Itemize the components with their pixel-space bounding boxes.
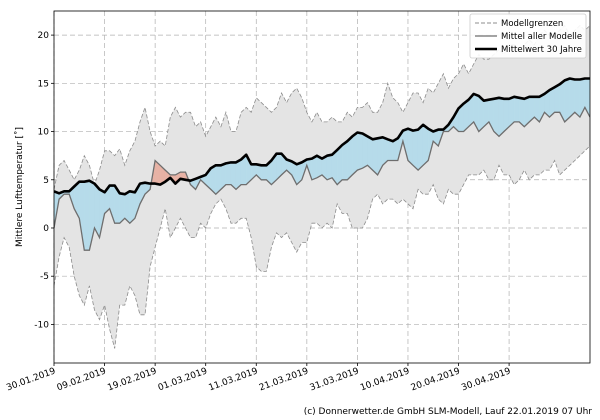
anomaly-cold-area bbox=[498, 97, 505, 137]
x-tick-label: 09.02.2019 bbox=[56, 366, 108, 393]
anomaly-cold-area bbox=[225, 162, 232, 185]
anomaly-cold-area bbox=[422, 124, 429, 166]
x-tick-label: 01.03.2019 bbox=[157, 366, 209, 393]
anomaly-cold-area bbox=[352, 132, 358, 176]
anomaly-cold-area bbox=[417, 124, 424, 171]
x-tick-label: 10.04.2019 bbox=[359, 366, 411, 393]
anomaly-cold-area bbox=[387, 139, 393, 161]
legend-label: Modellgrenzen bbox=[501, 19, 563, 29]
y-tick-label: -5 bbox=[40, 272, 49, 282]
anomaly-cold-area bbox=[367, 136, 373, 171]
y-tick-label: 10 bbox=[38, 128, 50, 138]
ensemble-mean-line bbox=[54, 105, 590, 251]
anomaly-cold-area bbox=[84, 180, 90, 251]
x-tick-label: 20.04.2019 bbox=[410, 366, 462, 393]
anomaly-cold-area bbox=[372, 138, 378, 176]
anomaly-cold-area bbox=[554, 84, 560, 113]
anomaly-cold-area bbox=[493, 97, 500, 137]
copyright-notice: (c) Donnerwetter.de GmbH SLM-Modell, Lau… bbox=[303, 407, 592, 417]
model-range-lower-line bbox=[54, 145, 590, 349]
y-tick-label: 5 bbox=[43, 176, 49, 186]
anomaly-cold-area bbox=[564, 78, 570, 123]
legend-label: Mittelwert 30 Jahre bbox=[501, 45, 582, 55]
y-tick-label: 15 bbox=[38, 79, 49, 89]
model-range-band bbox=[54, 25, 590, 349]
climate-mean-line bbox=[54, 77, 590, 196]
x-tick-label: 21.03.2019 bbox=[258, 366, 310, 393]
anomaly-cold-area bbox=[574, 79, 581, 118]
anomaly-cold-area bbox=[407, 128, 414, 166]
anomaly-cold-area bbox=[342, 140, 348, 180]
legend-label: Mittel aller Modelle bbox=[501, 32, 582, 42]
legend: Modellgrenzen Mittel aller Modelle Mittelw… bbox=[469, 13, 587, 59]
x-tick-label: 11.03.2019 bbox=[207, 366, 259, 393]
plot-frame bbox=[53, 10, 591, 364]
anomaly-cold-area bbox=[326, 154, 333, 181]
anomaly-cold-area bbox=[362, 133, 368, 169]
legend-box bbox=[469, 13, 587, 59]
anomaly-cold-area bbox=[569, 78, 575, 118]
y-tick-label: -10 bbox=[34, 320, 49, 330]
x-tick-label: 30.04.2019 bbox=[460, 366, 512, 393]
y-tick-label: 20 bbox=[38, 31, 50, 41]
anomaly-cold-area bbox=[261, 165, 267, 180]
x-tick-label: 31.03.2019 bbox=[309, 366, 361, 393]
anomaly-cold-area bbox=[357, 132, 363, 171]
x-tick-label: 19.02.2019 bbox=[106, 366, 158, 393]
y-tick-label: 0 bbox=[43, 224, 49, 234]
anomaly-cold-area bbox=[412, 129, 419, 171]
x-tick-label: 30.01.2019 bbox=[5, 366, 57, 393]
y-axis-label: Mittlere Lufttemperatur [˚] bbox=[14, 127, 25, 247]
anomaly-cold-area bbox=[514, 96, 520, 123]
anomaly-cold-area bbox=[347, 136, 353, 181]
plot-area bbox=[54, 24, 590, 349]
